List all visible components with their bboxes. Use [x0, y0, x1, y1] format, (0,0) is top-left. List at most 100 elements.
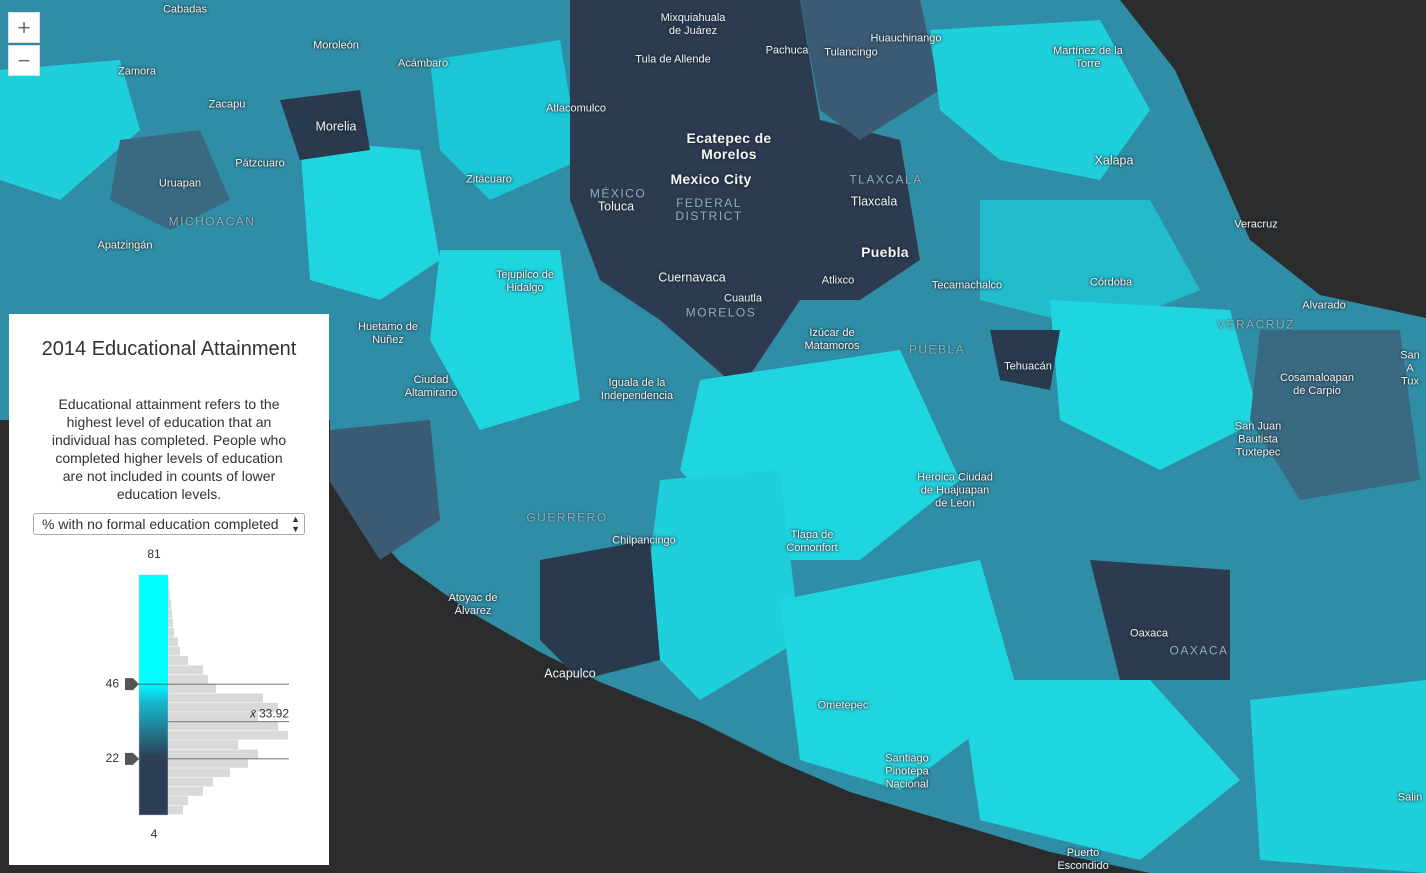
- city-label: Tulancingo: [824, 46, 878, 59]
- legend-description: Educational attainment refers to the hig…: [51, 396, 287, 502]
- city-label: Córdoba: [1089, 276, 1133, 289]
- city-label: Tejupilco de Hidalgo: [495, 269, 555, 294]
- histogram-bar: [168, 674, 208, 684]
- city-label: Atlixco: [821, 274, 855, 287]
- city-label: Moroleón: [313, 39, 359, 52]
- zoom-in-button[interactable]: +: [8, 12, 40, 43]
- city-label: Atoyac de Álvarez: [448, 592, 498, 617]
- city-label: Zacapu: [208, 98, 246, 111]
- region-label: VERACRUZ: [1216, 317, 1296, 332]
- city-label: San A Tux: [1400, 349, 1420, 388]
- region-label: OAXACA: [1169, 643, 1229, 658]
- city-label: Ometepec: [817, 699, 869, 712]
- city-label: Chilpancingo: [612, 534, 676, 547]
- field-select-text: % with no formal education completed: [42, 516, 279, 532]
- city-label: Pachuca: [765, 44, 809, 57]
- city-label: Veracruz: [1234, 218, 1278, 231]
- select-arrow: ▲ ▼: [291, 514, 300, 534]
- handle-label: 22: [106, 751, 120, 765]
- city-label: Pátzcuaro: [235, 157, 285, 170]
- region-label: GUERRERO: [526, 510, 608, 525]
- histogram-bar: [168, 702, 278, 712]
- histogram-bar: [168, 768, 230, 778]
- histogram-bar: [168, 786, 203, 796]
- city-label: Heroica Ciudad de Huajuapan de Leon: [917, 471, 993, 510]
- legend-title: 2014 Educational Attainment: [41, 338, 297, 360]
- field-select[interactable]: % with no formal education completed ▲ ▼: [33, 513, 305, 535]
- histogram-bar: [168, 730, 288, 740]
- city-label: Tehuacán: [1004, 360, 1052, 373]
- slider-min-label: 4: [151, 827, 158, 841]
- region-label: MORELOS: [685, 305, 757, 320]
- city-label: Cuautla: [724, 292, 762, 305]
- city-label: Izúcar de Matamoros: [804, 327, 860, 352]
- city-label: Atlacomulco: [546, 102, 606, 115]
- histogram-bar: [168, 609, 172, 619]
- histogram-bar: [168, 796, 188, 806]
- city-label: Martínez de la Torre: [1053, 45, 1123, 70]
- city-label: Ecatepec de Morelos: [686, 130, 772, 162]
- histogram-bar: [168, 805, 183, 815]
- histogram-bar: [168, 721, 278, 731]
- city-label: Tlapa de Comonfort: [786, 529, 838, 554]
- slider-max-label: 81: [147, 547, 161, 561]
- ramp-mid: [139, 684, 168, 759]
- city-label: Uruapan: [158, 177, 202, 190]
- region-label: MICHOACÁN: [168, 214, 256, 229]
- color-slider[interactable]: 81 4 46 22 x̄ 33.92: [9, 314, 329, 865]
- region-label: TLAXCALA: [849, 172, 923, 187]
- histogram-bar: [168, 693, 263, 703]
- city-label: Tlaxcala: [850, 194, 898, 209]
- mean-symbol: x̄: [249, 707, 257, 721]
- city-label: Tecamachalco: [931, 279, 1003, 292]
- mean-value: 33.92: [259, 707, 289, 721]
- city-label: Cabadas: [162, 3, 208, 16]
- slider-handle[interactable]: [125, 678, 139, 691]
- histogram-bar: [168, 646, 180, 656]
- mean-label: x̄ 33.92: [249, 707, 289, 721]
- city-label: Morelia: [315, 119, 357, 134]
- histogram-bar: [168, 590, 170, 600]
- city-label: Xalapa: [1094, 153, 1134, 168]
- zoom-out-button[interactable]: −: [8, 45, 40, 76]
- city-label: Cuernavaca: [658, 270, 726, 285]
- city-label: Huetamo de Nuñez: [358, 321, 418, 346]
- city-label: Tula de Allende: [635, 53, 711, 66]
- city-label: Puerto Escondido: [1057, 847, 1109, 872]
- histogram-bar: [168, 627, 174, 637]
- slider-handle[interactable]: [125, 752, 139, 765]
- city-label: Puebla: [861, 244, 909, 260]
- region-label: FEDERAL DISTRICT: [675, 196, 743, 223]
- histogram-bar: [168, 749, 258, 759]
- histogram-bar: [168, 665, 203, 675]
- city-label: Ciudad Altamirano: [404, 374, 458, 399]
- legend-panel: 2014 Educational Attainment Educational …: [9, 314, 329, 865]
- city-label: Mexico City: [670, 171, 752, 187]
- histogram-bar: [168, 740, 238, 750]
- city-label: Salin: [1397, 791, 1423, 804]
- ramp-top: [139, 575, 168, 685]
- handle-label: 46: [106, 676, 120, 690]
- city-label: Acámbaro: [397, 57, 449, 70]
- city-label: Santiago Pinotepa Nacional: [885, 752, 929, 791]
- histogram-bar: [168, 656, 188, 665]
- city-label: Alvarado: [1302, 299, 1346, 312]
- city-label: Zamora: [118, 65, 156, 78]
- city-label: Zitácuaro: [466, 173, 512, 186]
- region-label: MÉXICO: [589, 186, 647, 201]
- histogram-bar: [168, 637, 178, 647]
- histogram-bar: [168, 712, 258, 721]
- histogram-bar: [168, 758, 248, 768]
- city-label: Toluca: [597, 199, 635, 214]
- histogram-bar: [168, 581, 169, 591]
- ramp-bottom: [139, 758, 168, 815]
- city-label: Mixquiahuala de Juárez: [660, 12, 726, 37]
- city-label: Cosamaloapan de Carpio: [1280, 372, 1354, 397]
- city-label: Huauchinango: [870, 32, 942, 45]
- city-label: Oaxaca: [1130, 627, 1168, 640]
- city-label: Iguala de la Independencia: [600, 377, 674, 402]
- histogram-bar: [168, 684, 216, 693]
